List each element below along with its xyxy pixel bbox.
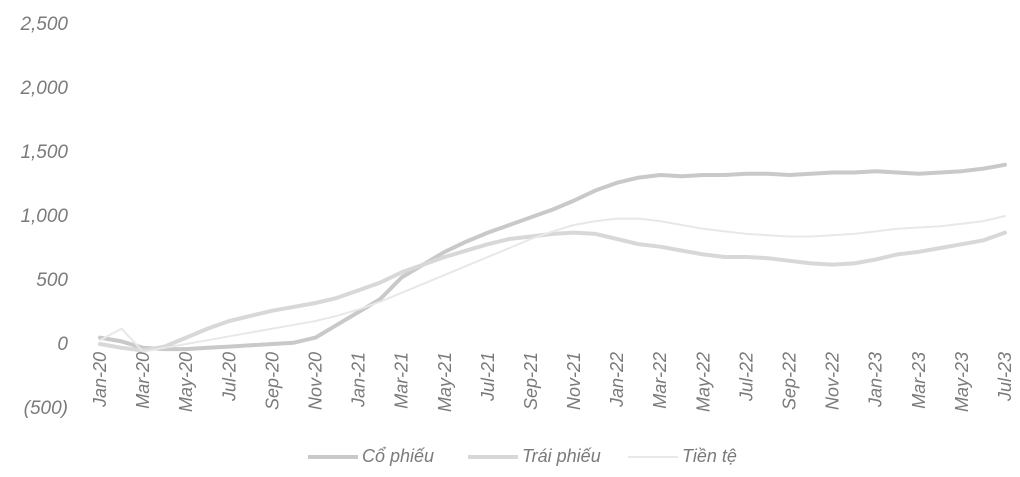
y-tick-label: 2,500 (19, 14, 68, 35)
legend-label: Cổ phiếu (362, 446, 434, 466)
x-tick-label: May-20 (176, 352, 196, 412)
x-tick-label: Nov-21 (564, 352, 584, 410)
y-axis: 2,500 2,000 1,500 1,000 500 0 (500) (19, 14, 68, 419)
x-tick-label: Sep-21 (521, 352, 541, 410)
x-tick-label: May-23 (952, 352, 972, 412)
x-tick-label: Sep-20 (262, 352, 282, 410)
x-tick-label: Mar-22 (650, 352, 670, 409)
x-tick-label: Jan-22 (607, 352, 627, 408)
x-tick-label: Jul-20 (219, 352, 239, 402)
legend-label: Trái phiếu (522, 446, 601, 466)
x-tick-label: Nov-22 (823, 352, 843, 410)
series-lines (100, 165, 1005, 352)
x-tick-label: Jan-21 (349, 352, 369, 408)
y-tick-label: 0 (57, 334, 68, 355)
legend: Cổ phiếu Trái phiếu Tiền tệ (308, 446, 737, 466)
x-tick-label: Mar-23 (909, 352, 929, 409)
y-tick-label: 1,500 (20, 142, 68, 163)
x-axis: Jan-20 Mar-20 May-20 Jul-20 Sep-20 Nov-20 Jan-… (90, 352, 1015, 412)
y-tick-label: 2,000 (19, 78, 68, 99)
x-tick-label: Jul-21 (478, 352, 498, 402)
x-tick-label: Mar-20 (133, 352, 153, 409)
x-tick-label: Jan-23 (866, 352, 886, 408)
y-tick-label: 500 (36, 270, 68, 291)
x-tick-label: May-22 (693, 352, 713, 412)
y-tick-label: 1,000 (20, 206, 68, 227)
x-tick-label: Jan-20 (90, 352, 110, 408)
legend-label: Tiền tệ (682, 446, 737, 466)
x-tick-label: Jul-23 (995, 352, 1015, 402)
x-tick-label: Mar-21 (392, 352, 412, 409)
x-tick-label: Sep-22 (780, 352, 800, 410)
x-tick-label: Jul-22 (736, 352, 756, 402)
x-tick-label: Nov-20 (305, 352, 325, 410)
series-line-3 (100, 216, 1005, 352)
x-tick-label: May-21 (435, 352, 455, 412)
y-tick-label: (500) (24, 398, 68, 419)
series-line-2 (100, 233, 1005, 351)
